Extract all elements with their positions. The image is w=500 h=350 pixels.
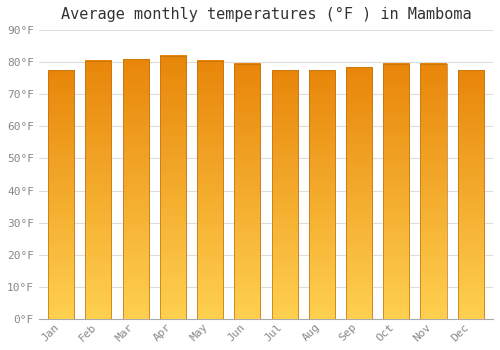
Bar xyxy=(122,59,148,319)
Bar xyxy=(86,61,112,319)
Bar xyxy=(160,56,186,319)
Bar xyxy=(458,70,483,319)
Bar xyxy=(197,61,223,319)
Bar xyxy=(234,64,260,319)
Bar xyxy=(383,64,409,319)
Bar xyxy=(420,64,446,319)
Bar xyxy=(272,70,297,319)
Bar xyxy=(346,67,372,319)
Bar xyxy=(308,70,335,319)
Bar xyxy=(48,70,74,319)
Title: Average monthly temperatures (°F ) in Mamboma: Average monthly temperatures (°F ) in Ma… xyxy=(60,7,471,22)
